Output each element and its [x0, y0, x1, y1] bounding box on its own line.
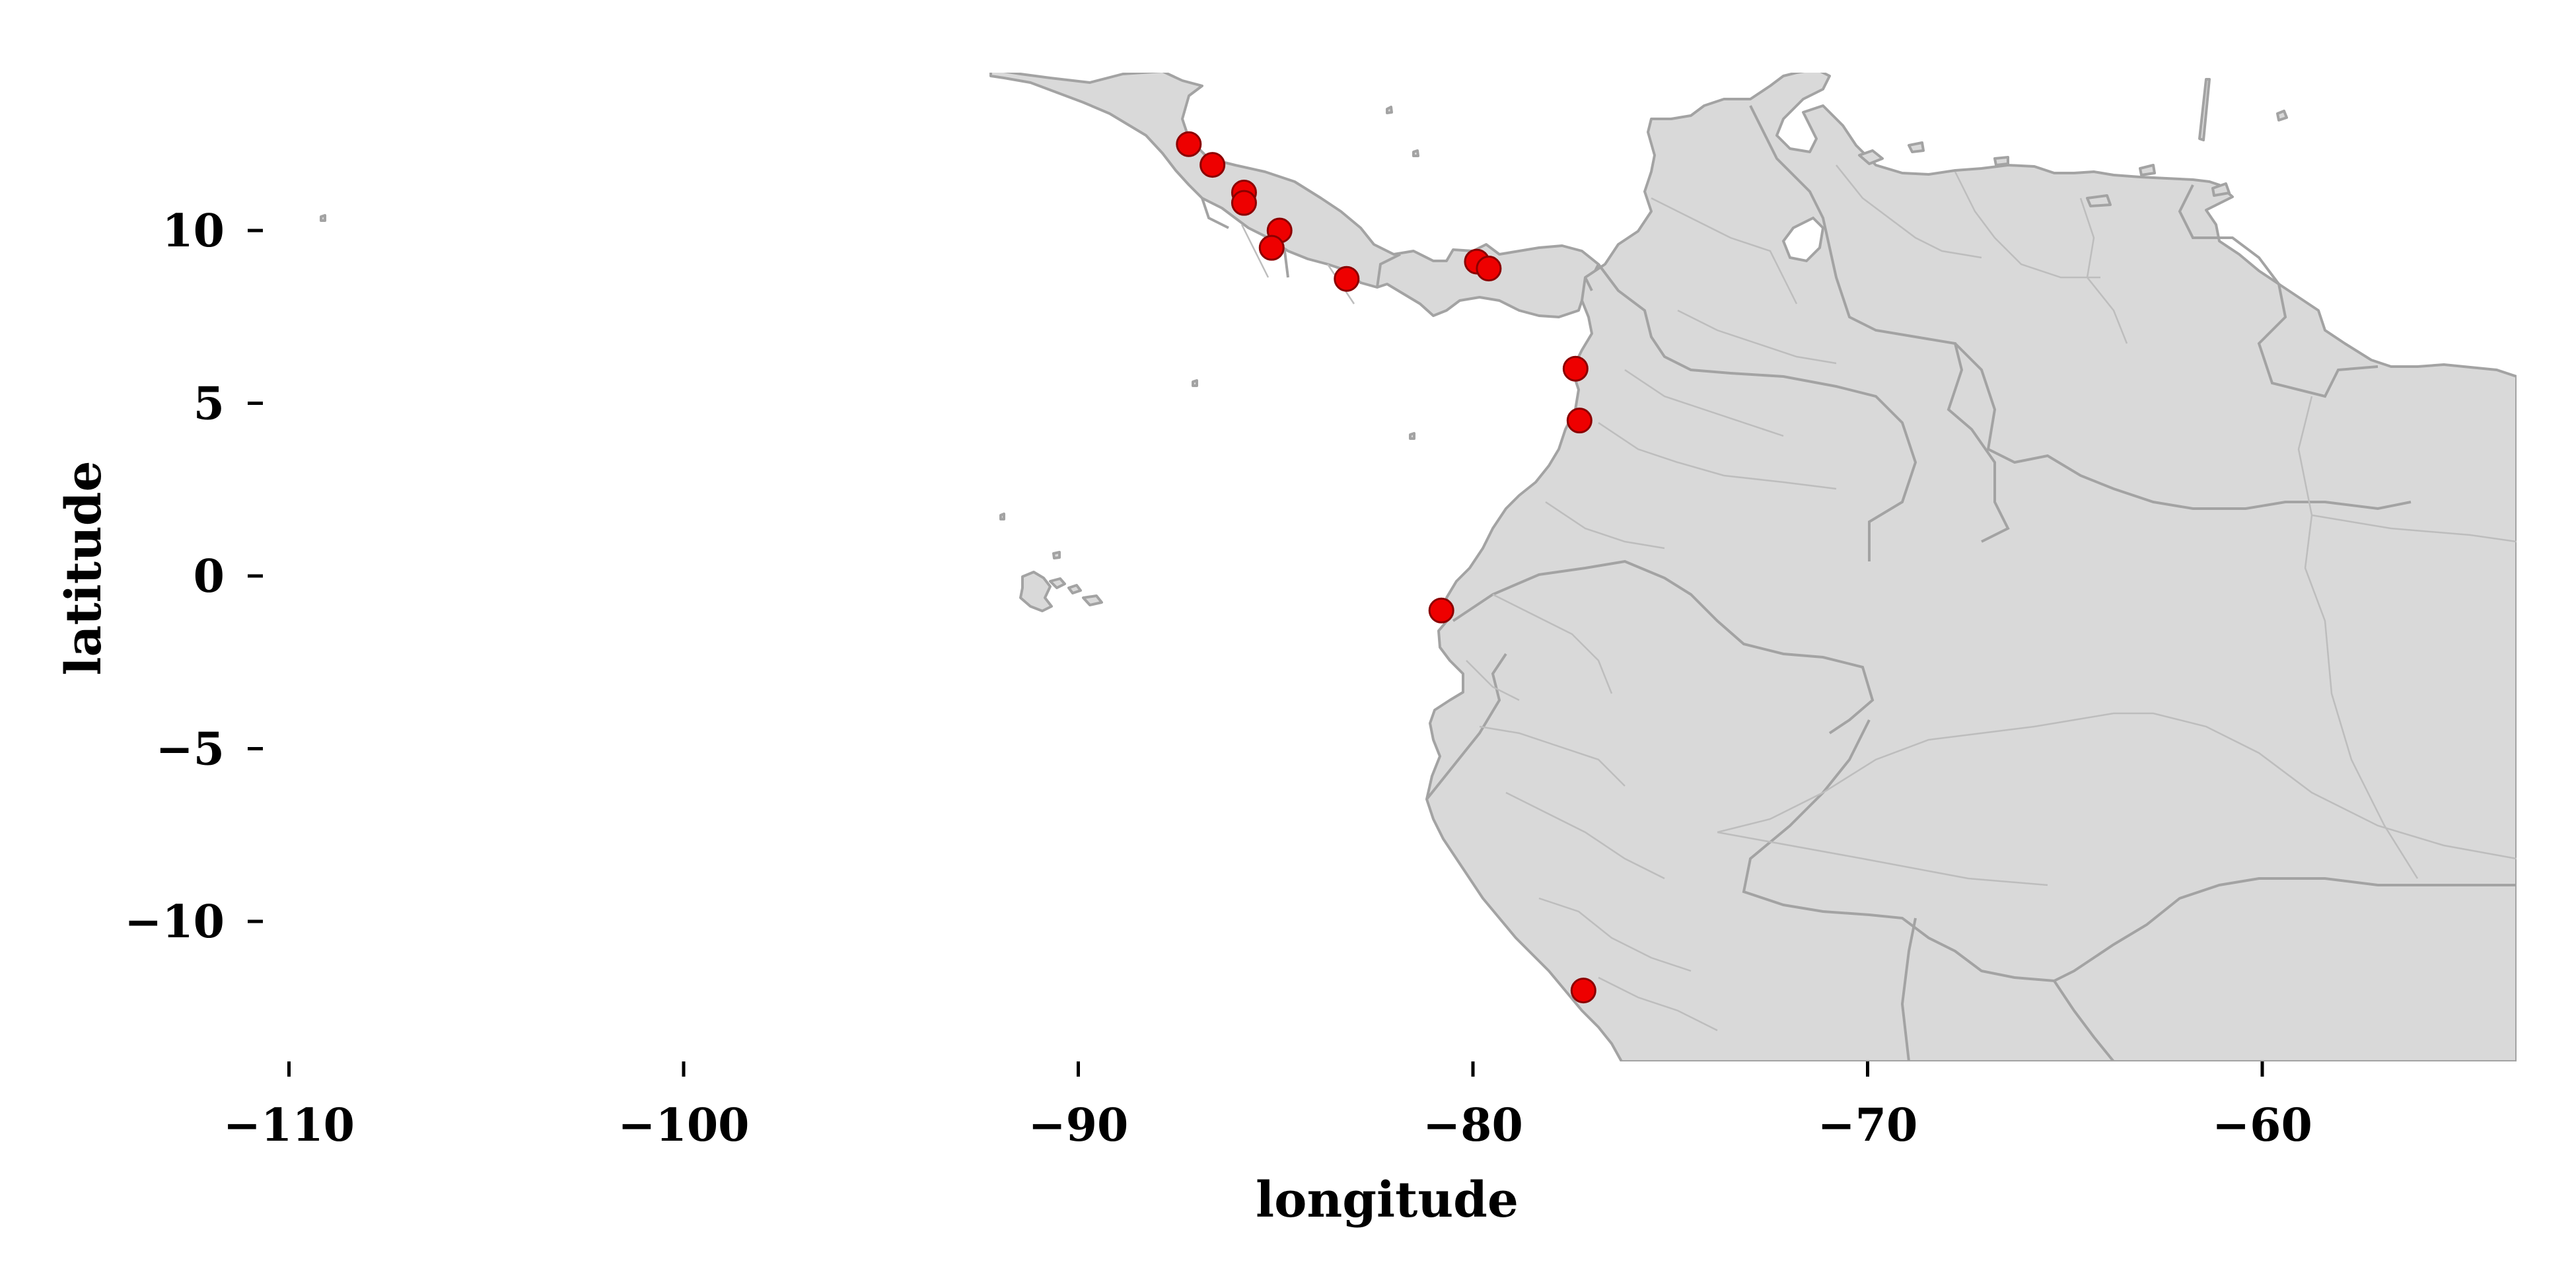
x-tick-label: −100	[618, 1099, 750, 1152]
lake-maracaibo	[1781, 216, 1825, 263]
x-tick-label: −70	[1818, 1099, 1918, 1152]
data-point	[1258, 234, 1285, 261]
x-tick-label: −60	[2212, 1099, 2312, 1152]
x-tick-label: −90	[1028, 1099, 1129, 1152]
data-point	[1428, 597, 1454, 624]
data-point	[1176, 131, 1202, 157]
x-axis-label: longitude	[1256, 1172, 1519, 1229]
x-axis: −110 −100 −90 −80 −70 −60	[223, 1061, 2312, 1152]
data-points	[1176, 131, 1596, 1004]
south-america-landmass	[1425, 73, 2517, 1061]
data-point	[1476, 256, 1502, 282]
y-axis-label: latitude	[55, 460, 112, 675]
data-point	[1334, 266, 1360, 292]
y-axis: 10 5 0 −5 −10	[124, 205, 263, 948]
data-point	[1566, 408, 1592, 434]
data-point	[1562, 355, 1589, 382]
y-tick-label: 10	[162, 205, 225, 258]
y-tick-label: 5	[194, 378, 225, 431]
y-tick-label: −10	[124, 896, 225, 948]
country-borders	[1201, 105, 2517, 1061]
y-tick-label: 0	[194, 550, 225, 603]
y-tick-label: −5	[156, 723, 225, 776]
x-tick-label: −80	[1423, 1099, 1523, 1152]
galapagos-islands	[1019, 551, 1103, 612]
caribbean-islands	[320, 78, 2288, 520]
basemap	[320, 73, 2517, 1061]
x-tick-label: −110	[223, 1099, 355, 1152]
central-america-landmass	[989, 73, 1600, 318]
data-point	[1231, 190, 1257, 216]
province-borders	[1240, 164, 2517, 1032]
data-point	[1570, 978, 1596, 1004]
data-point	[1199, 152, 1226, 178]
